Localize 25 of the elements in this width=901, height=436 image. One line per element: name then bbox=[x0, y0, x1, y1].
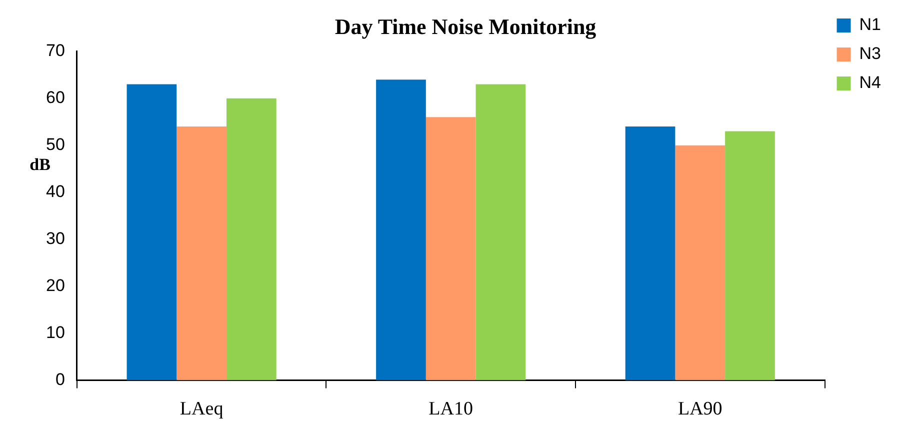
bar bbox=[376, 80, 426, 380]
x-tick-label: LAeq bbox=[180, 398, 224, 420]
y-tick-label: 10 bbox=[46, 322, 65, 342]
y-tick-label: 70 bbox=[46, 41, 65, 60]
x-tick-label: LA90 bbox=[678, 398, 722, 420]
y-tick-label: 60 bbox=[46, 88, 65, 108]
y-tick-label: 40 bbox=[46, 182, 65, 201]
bar bbox=[226, 98, 276, 380]
bar bbox=[426, 117, 476, 380]
y-tick-label: 0 bbox=[55, 370, 65, 389]
y-tick-label: 30 bbox=[46, 228, 65, 248]
bar bbox=[725, 131, 775, 380]
bar bbox=[176, 126, 226, 380]
bar bbox=[126, 84, 177, 380]
bar bbox=[625, 126, 676, 380]
x-tick-label: LA10 bbox=[428, 398, 474, 420]
legend-label: N4 bbox=[859, 73, 882, 92]
chart-title: Day Time Noise Monitoring bbox=[334, 14, 596, 39]
legend-label: N3 bbox=[859, 44, 882, 64]
legend-label: N1 bbox=[859, 15, 882, 34]
bar bbox=[476, 84, 526, 380]
y-tick-label: 20 bbox=[46, 276, 65, 295]
y-tick-label: 50 bbox=[46, 135, 65, 154]
y-axis-title: dB bbox=[30, 155, 50, 174]
bar bbox=[675, 145, 726, 380]
